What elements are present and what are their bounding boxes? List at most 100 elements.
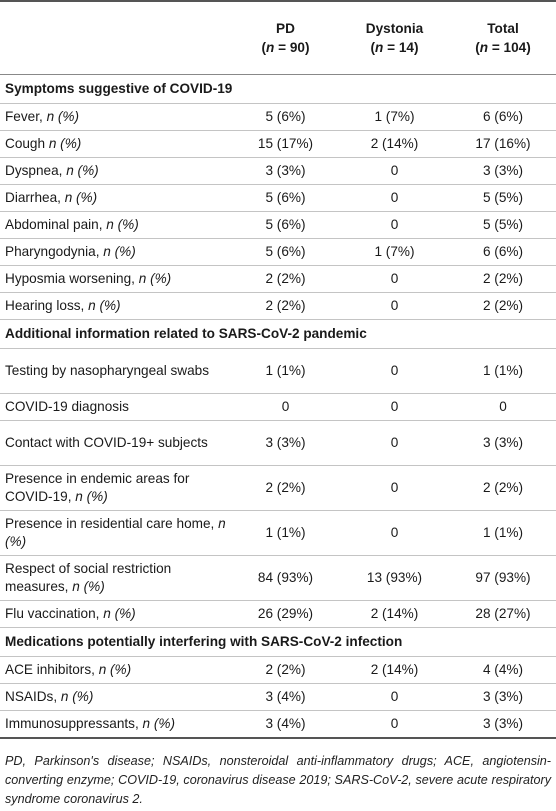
table-row: Testing by nasopharyngeal swabs 1 (1%) 0 1 … <box>0 348 556 394</box>
cell-pd: 1 (1%) <box>232 348 339 394</box>
row-label: Pharyngodynia, <box>5 244 104 259</box>
row-label-cell: COVID-19 diagnosis <box>0 393 232 421</box>
cell-pd: 3 (3%) <box>232 157 339 185</box>
cell-pd: 5 (6%) <box>232 103 339 131</box>
cell-total: 4 (4%) <box>450 656 556 684</box>
row-label-cell: Contact with COVID-19+ subjects <box>0 420 232 466</box>
cell-dystonia: 0 <box>339 211 450 239</box>
cell-pd: 2 (2%) <box>232 292 339 320</box>
cell-dystonia: 0 <box>339 157 450 185</box>
table-row: NSAIDs, n (%) 3 (4%) 0 3 (3%) <box>0 683 556 711</box>
row-label-cell: Hearing loss, n (%) <box>0 292 232 320</box>
row-label: NSAIDs, <box>5 689 61 704</box>
cell-dystonia: 2 (14%) <box>339 600 450 628</box>
row-label-unit: n (%) <box>72 579 105 594</box>
header-dystonia: Dystonia (n = 14) <box>339 0 450 75</box>
table-header: PD (n = 90) Dystonia (n = 14) Total (n =… <box>0 0 556 75</box>
row-label: Diarrhea, <box>5 190 65 205</box>
row-label-unit: n (%) <box>48 136 82 151</box>
table-row: Fever, n (%) 5 (6%) 1 (7%) 6 (6%) <box>0 103 556 131</box>
section-header-row: Additional information related to SARS-C… <box>0 319 556 349</box>
row-label-cell: Cough n (%) <box>0 130 232 158</box>
row-label-cell: Presence in residential care home, n (%) <box>0 510 232 556</box>
row-label: Abdominal pain, <box>5 217 107 232</box>
cell-total: 3 (3%) <box>450 710 556 739</box>
table-row: Flu vaccination, n (%) 26 (29%) 2 (14%) 28 … <box>0 600 556 628</box>
header-dystonia-name: Dystonia <box>365 21 424 36</box>
row-label: Dyspnea, <box>5 163 67 178</box>
table-row: Cough n (%) 15 (17%) 2 (14%) 17 (16%) <box>0 130 556 158</box>
row-label: Hyposmia worsening, <box>5 271 139 286</box>
row-label-unit: n (%) <box>46 109 80 124</box>
row-label: Flu vaccination, <box>5 606 104 621</box>
cell-dystonia: 0 <box>339 265 450 293</box>
row-label: ACE inhibitors, <box>5 662 99 677</box>
row-label-unit: n (%) <box>106 217 139 232</box>
cell-total: 3 (3%) <box>450 420 556 466</box>
table-row: Presence in endemic areas for COVID-19, … <box>0 465 556 511</box>
table-row: Respect of social restriction measures, … <box>0 555 556 601</box>
row-label: COVID-19 diagnosis <box>5 399 129 414</box>
row-label-cell: Dyspnea, n (%) <box>0 157 232 185</box>
table-row: Abdominal pain, n (%) 5 (6%) 0 5 (5%) <box>0 211 556 239</box>
cell-dystonia: 2 (14%) <box>339 130 450 158</box>
row-label: Hearing loss, <box>5 298 89 313</box>
row-label-cell: Respect of social restriction measures, … <box>0 555 232 601</box>
row-label-unit: n (%) <box>142 716 175 731</box>
row-label: Respect of social restriction measures, <box>5 561 172 594</box>
table-body: Symptoms suggestive of COVID-19 Fever, n … <box>0 74 556 739</box>
cell-dystonia: 2 (14%) <box>339 656 450 684</box>
header-pd: PD (n = 90) <box>232 0 339 75</box>
cell-total: 0 <box>450 393 556 421</box>
cell-dystonia: 0 <box>339 465 450 511</box>
section-header-row: Symptoms suggestive of COVID-19 <box>0 74 556 104</box>
table-row: COVID-19 diagnosis 0 0 0 <box>0 393 556 421</box>
table-row: ACE inhibitors, n (%) 2 (2%) 2 (14%) 4 (4%) <box>0 656 556 684</box>
table-row: Hearing loss, n (%) 2 (2%) 0 2 (2%) <box>0 292 556 320</box>
row-label-unit: n (%) <box>5 516 226 549</box>
header-total-name: Total <box>487 21 519 36</box>
cell-pd: 1 (1%) <box>232 510 339 556</box>
cell-pd: 2 (2%) <box>232 656 339 684</box>
cell-pd: 3 (4%) <box>232 683 339 711</box>
section-header-row: Medications potentially interfering with… <box>0 627 556 657</box>
cell-dystonia: 0 <box>339 348 450 394</box>
header-pd-name: PD <box>276 21 295 36</box>
row-label-unit: n (%) <box>98 662 132 677</box>
cell-pd: 84 (93%) <box>232 555 339 601</box>
row-label: Cough <box>5 136 49 151</box>
cell-dystonia: 0 <box>339 710 450 739</box>
section-title: Additional information related to SARS-C… <box>0 319 556 349</box>
row-label: Presence in endemic areas for COVID-19, <box>5 471 190 504</box>
table-row: Immunosuppressants, n (%) 3 (4%) 0 3 (3%) <box>0 710 556 739</box>
cell-dystonia: 1 (7%) <box>339 238 450 266</box>
cell-pd: 5 (6%) <box>232 184 339 212</box>
cell-total: 97 (93%) <box>450 555 556 601</box>
row-label-unit: n (%) <box>138 271 172 286</box>
cell-dystonia: 0 <box>339 420 450 466</box>
row-label-cell: Flu vaccination, n (%) <box>0 600 232 628</box>
row-label-unit: n (%) <box>75 489 108 504</box>
row-label-cell: Pharyngodynia, n (%) <box>0 238 232 266</box>
cell-pd: 3 (4%) <box>232 710 339 739</box>
data-table: PD (n = 90) Dystonia (n = 14) Total (n =… <box>0 0 556 739</box>
cell-pd: 0 <box>232 393 339 421</box>
cell-pd: 5 (6%) <box>232 211 339 239</box>
cell-dystonia: 0 <box>339 292 450 320</box>
cell-total: 2 (2%) <box>450 465 556 511</box>
cell-dystonia: 0 <box>339 184 450 212</box>
row-label-cell: Presence in endemic areas for COVID-19, … <box>0 465 232 511</box>
cell-total: 2 (2%) <box>450 292 556 320</box>
table-row: Hyposmia worsening, n (%) 2 (2%) 0 2 (2%) <box>0 265 556 293</box>
row-label-unit: n (%) <box>64 190 98 205</box>
cell-total: 6 (6%) <box>450 103 556 131</box>
row-label-cell: Hyposmia worsening, n (%) <box>0 265 232 293</box>
cell-pd: 5 (6%) <box>232 238 339 266</box>
cell-dystonia: 1 (7%) <box>339 103 450 131</box>
header-dystonia-n: (n = 14) <box>370 40 419 55</box>
cell-dystonia: 0 <box>339 683 450 711</box>
cell-total: 3 (3%) <box>450 157 556 185</box>
table-row: Diarrhea, n (%) 5 (6%) 0 5 (5%) <box>0 184 556 212</box>
cell-total: 28 (27%) <box>450 600 556 628</box>
